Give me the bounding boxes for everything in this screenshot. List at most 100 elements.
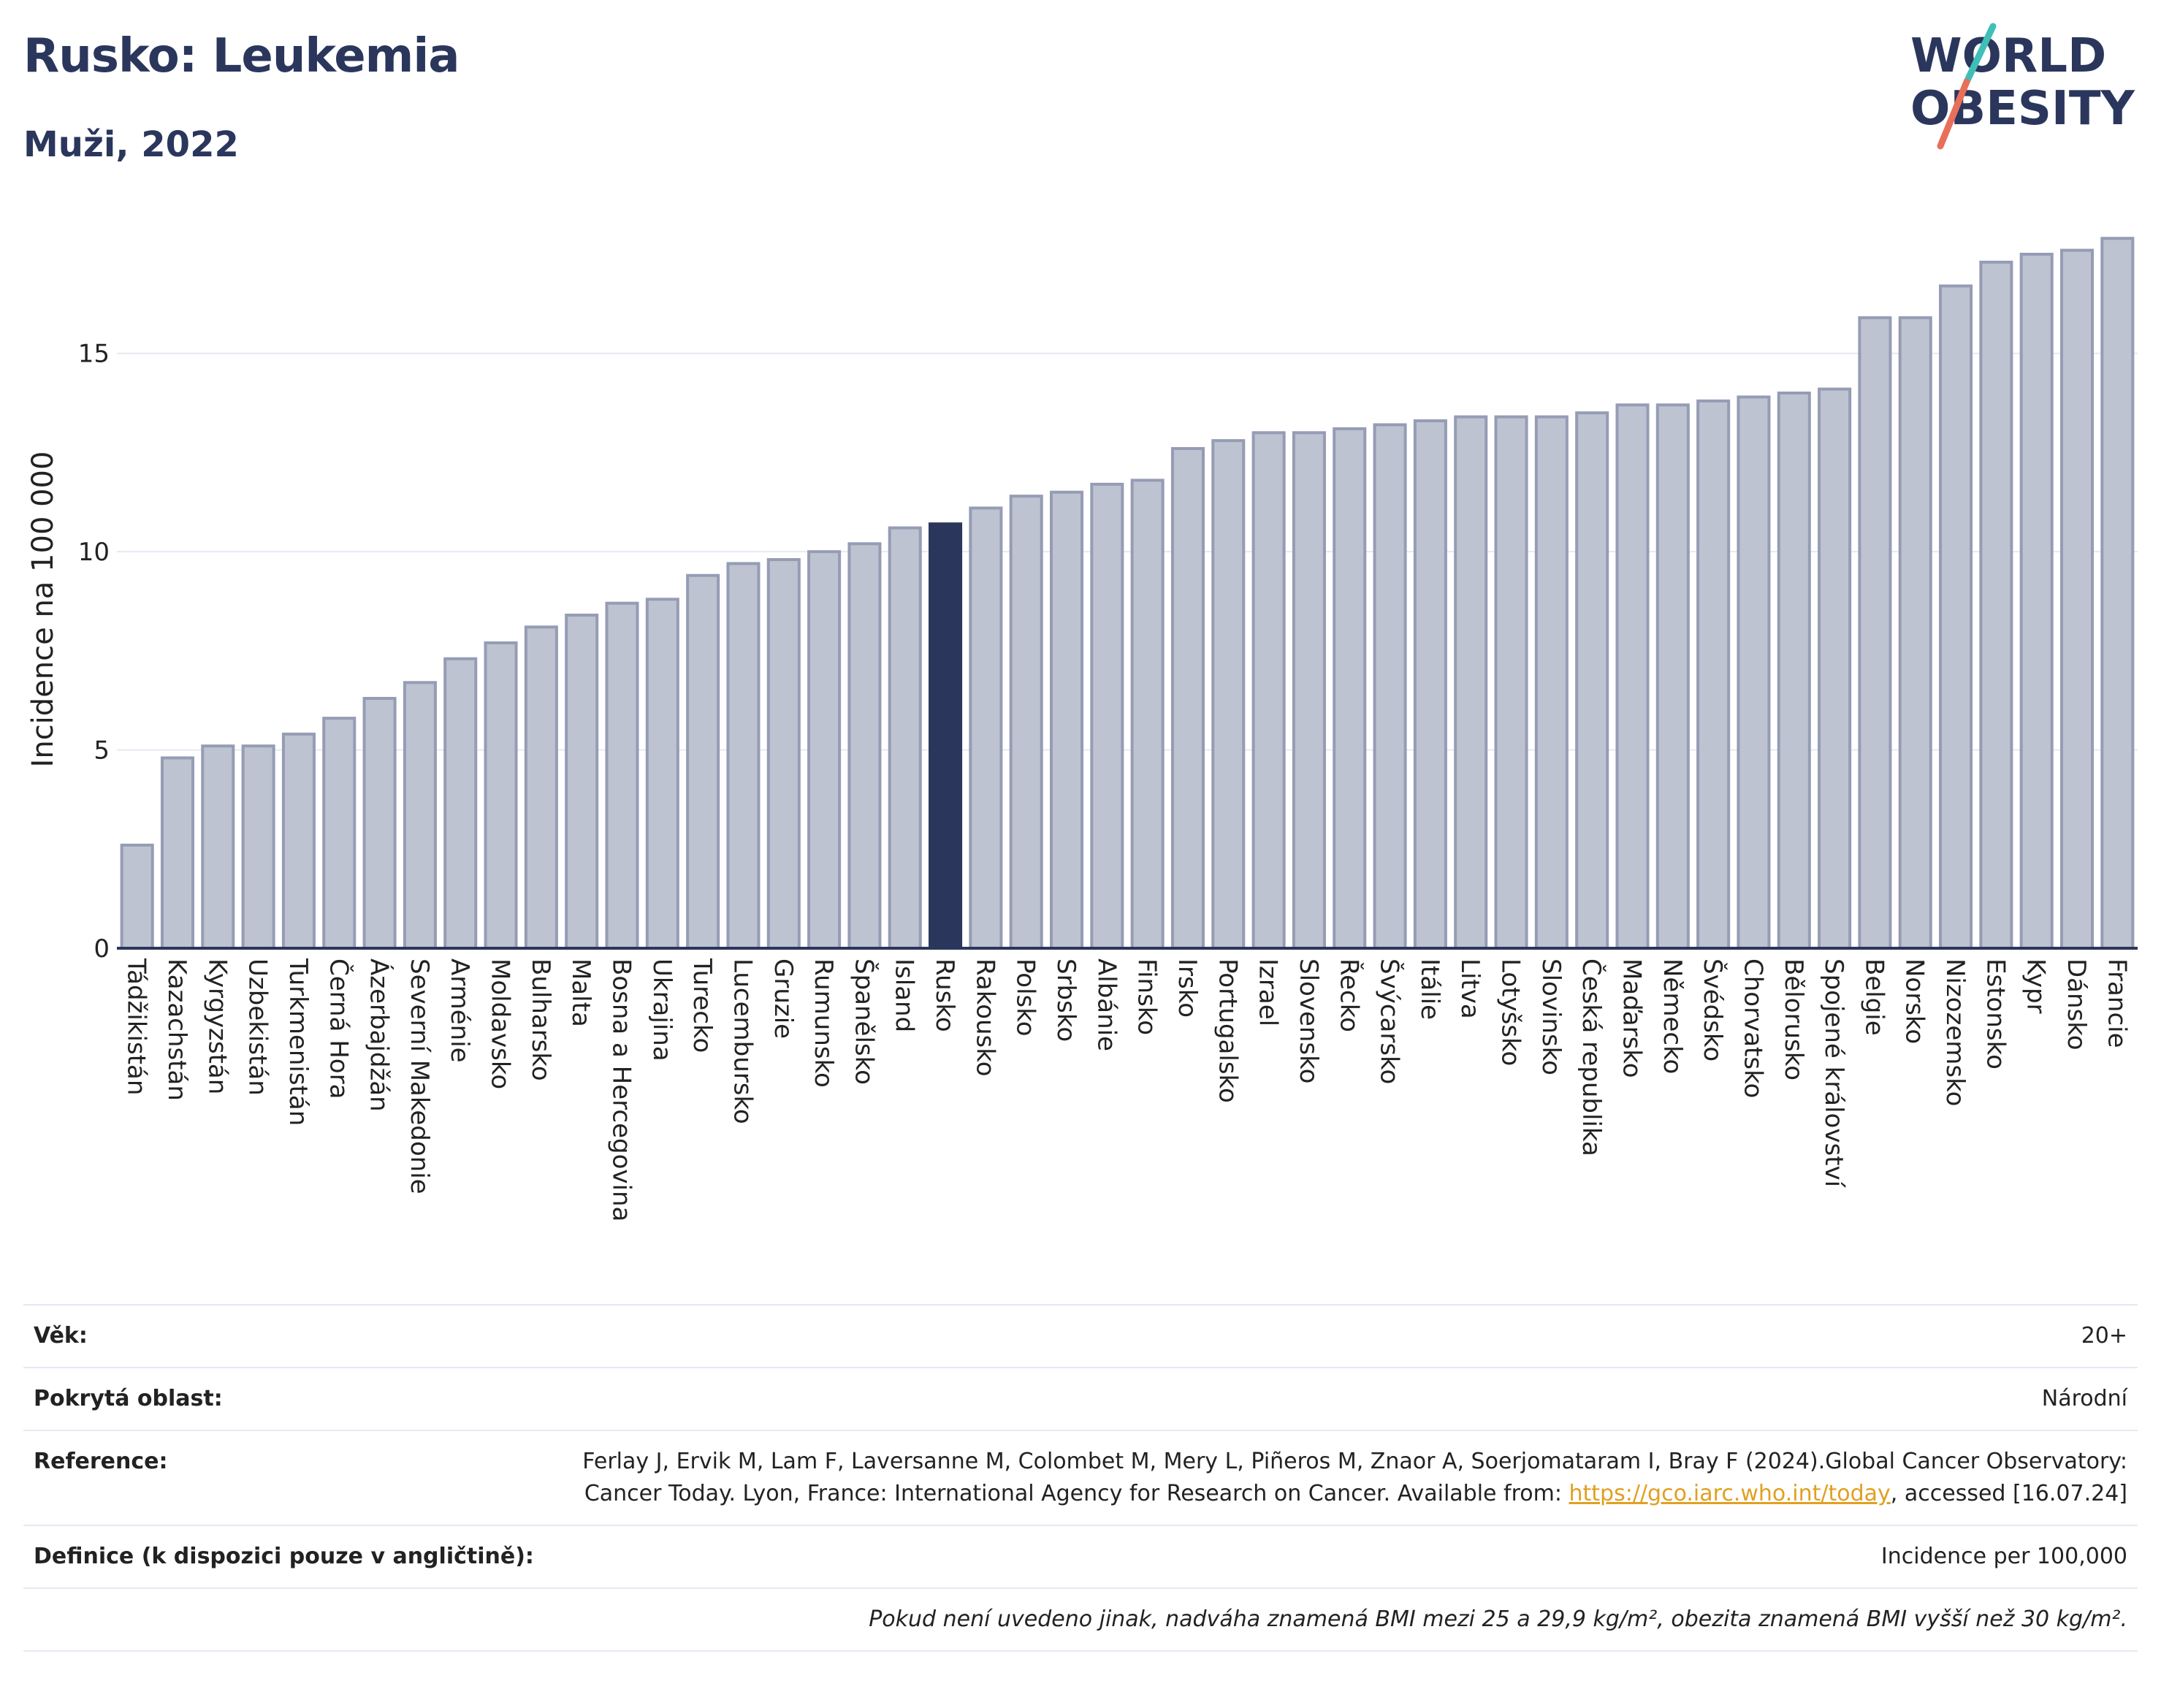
bar-22 (969, 506, 1003, 950)
x-tick-label: Nizozemsko (1940, 958, 1970, 1106)
reference-text-1: Ferlay J, Ervik M, Lam F, Laversanne M, … (582, 1449, 2127, 1506)
reference-link[interactable]: https://gco.iarc.who.int/today (1569, 1481, 1891, 1506)
x-tick-label: Rusko (930, 958, 959, 1032)
y-tick-label: 5 (94, 736, 110, 766)
x-tick-label: Malta (566, 958, 595, 1027)
x-tick-label: Rakousko (970, 958, 999, 1077)
x-tick-label: Litva (1455, 958, 1485, 1019)
x-tick-label: Srbsko (1051, 958, 1080, 1042)
bar-43 (1818, 387, 1852, 950)
x-tick-label: Tádžikistán (122, 958, 151, 1095)
bar-16 (726, 562, 761, 950)
bar-7 (362, 697, 397, 950)
age-value: 20+ (2081, 1323, 2127, 1349)
bar-49 (2059, 248, 2095, 950)
definition-value: Incidence per 100,000 (1880, 1544, 2127, 1569)
bar-50 (2100, 237, 2135, 950)
x-tick-label: Lotyšsko (1496, 958, 1525, 1066)
bar-46 (1939, 284, 1973, 950)
bar-3 (201, 744, 235, 950)
coverage-value: Národní (2041, 1386, 2127, 1411)
bar-10 (484, 641, 518, 950)
x-tick-label: Uzbekistán (243, 958, 272, 1096)
x-tick-label: Norsko (1900, 958, 1929, 1044)
world-obesity-logo: WORLD OBESITY (1910, 23, 2135, 150)
x-tick-label: Slovensko (1294, 958, 1323, 1083)
bar-19 (847, 542, 882, 950)
x-tick-label: Česká republika (1577, 958, 1607, 1156)
bar-13 (605, 601, 639, 950)
reference-text-2: , accessed [16.07.24] (1890, 1481, 2127, 1506)
x-tick-label: Černá Hora (324, 958, 354, 1099)
bar-20 (888, 526, 922, 950)
x-tick-label: Island (890, 958, 919, 1032)
bar-33 (1413, 419, 1447, 950)
bar-9 (443, 657, 478, 950)
bar-6 (322, 717, 357, 950)
page-title: Rusko: Leukemia (23, 29, 460, 83)
bar-38 (1615, 403, 1650, 950)
bar-36 (1534, 415, 1569, 950)
bar-32 (1373, 423, 1407, 950)
x-tick-label: Spojené království (1819, 958, 1848, 1189)
bar-25 (1090, 482, 1124, 950)
x-tick-label: Arménie (445, 958, 474, 1063)
bar-37 (1575, 411, 1609, 950)
bar-42 (1777, 392, 1811, 950)
bar-24 (1049, 490, 1084, 950)
bar-34 (1454, 415, 1488, 950)
x-tick-label: Dánsko (2062, 958, 2091, 1051)
x-tick-label: Gruzie (769, 958, 798, 1039)
y-tick-label: 10 (78, 538, 110, 567)
info-row-coverage: Pokrytá oblast: Národní (23, 1368, 2138, 1430)
x-tick-label: Kyrgyzstán (202, 958, 232, 1094)
x-tick-label: Španělsko (849, 958, 879, 1085)
bar-5 (281, 732, 316, 950)
y-axis-label: Incidence na 100 000 (26, 451, 60, 768)
bar-28 (1211, 439, 1246, 950)
bar-21 (929, 522, 963, 950)
x-tick-label: Turkmenistán (283, 958, 313, 1126)
bar-44 (1858, 316, 1892, 950)
x-tick-label: Bulharsko (526, 958, 555, 1081)
bar-14 (645, 598, 679, 950)
x-tick-label: Rumunsko (809, 958, 838, 1088)
logo-slash-top (1963, 23, 1997, 85)
bar-40 (1696, 399, 1731, 950)
x-tick-label: Moldavsko (486, 958, 515, 1089)
definition-label: Definice (k dispozici pouze v angličtině… (34, 1544, 534, 1569)
info-row-definition: Definice (k dispozici pouze v angličtině… (23, 1525, 2138, 1588)
x-tick-label: Polsko (1011, 958, 1040, 1037)
y-tick-label: 15 (78, 340, 110, 369)
bar-48 (2019, 253, 2054, 950)
x-tick-label: Belgie (1859, 958, 1889, 1036)
x-tick-label: Německo (1658, 958, 1687, 1074)
bar-1 (120, 843, 154, 950)
reference-label: Reference: (34, 1449, 168, 1474)
bar-8 (403, 681, 437, 950)
bar-18 (807, 550, 842, 950)
x-tick-label: Ázerbajdžán (365, 958, 395, 1112)
x-tick-label: Estonsko (1981, 958, 2010, 1070)
logo-word-1: WORLD (1910, 29, 2106, 83)
info-row-age: Věk: 20+ (23, 1305, 2138, 1368)
x-tick-label: Francie (2102, 958, 2131, 1048)
y-tick-label: 0 (94, 934, 110, 964)
x-tick-label: Portugalsko (1213, 958, 1242, 1103)
logo-slash-bottom (1937, 78, 1970, 150)
y-tick-labels: 0 5 10 15 (78, 340, 110, 964)
bar-4 (241, 744, 275, 950)
info-table: Věk: 20+ Pokrytá oblast: Národní Referen… (23, 1304, 2138, 1652)
x-tick-label: Izrael (1254, 958, 1283, 1026)
bar-17 (766, 558, 801, 950)
page-subtitle: Muži, 2022 (23, 124, 239, 165)
x-tick-label: Slovinsko (1536, 958, 1566, 1075)
x-tick-label: Švédsko (1698, 958, 1728, 1061)
reference-value: Ferlay J, Ervik M, Lam F, Laversanne M, … (555, 1430, 2138, 1525)
info-row-note: Pokud není uvedeno jinak, nadváha znamen… (23, 1588, 2138, 1651)
x-tick-label: Řecko (1334, 958, 1364, 1032)
bar-41 (1737, 395, 1771, 950)
bar-30 (1292, 431, 1326, 950)
x-tick-label: Albánie (1091, 958, 1121, 1051)
bar-chart: 0 5 10 15 Tádžikistán Kazachstán Kyrgyzstán Uz… (26, 237, 2138, 1221)
